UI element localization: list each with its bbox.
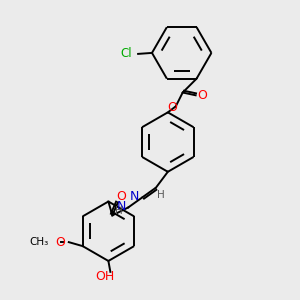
Text: O: O (55, 236, 65, 249)
Text: Cl: Cl (121, 47, 132, 60)
Text: H: H (116, 206, 123, 216)
Text: H: H (157, 190, 165, 200)
Text: OH: OH (95, 270, 114, 283)
Text: O: O (198, 89, 207, 102)
Text: N: N (130, 190, 139, 203)
Text: O: O (167, 101, 177, 114)
Text: N: N (117, 200, 126, 213)
Text: O: O (116, 190, 126, 203)
Text: CH₃: CH₃ (30, 237, 49, 247)
